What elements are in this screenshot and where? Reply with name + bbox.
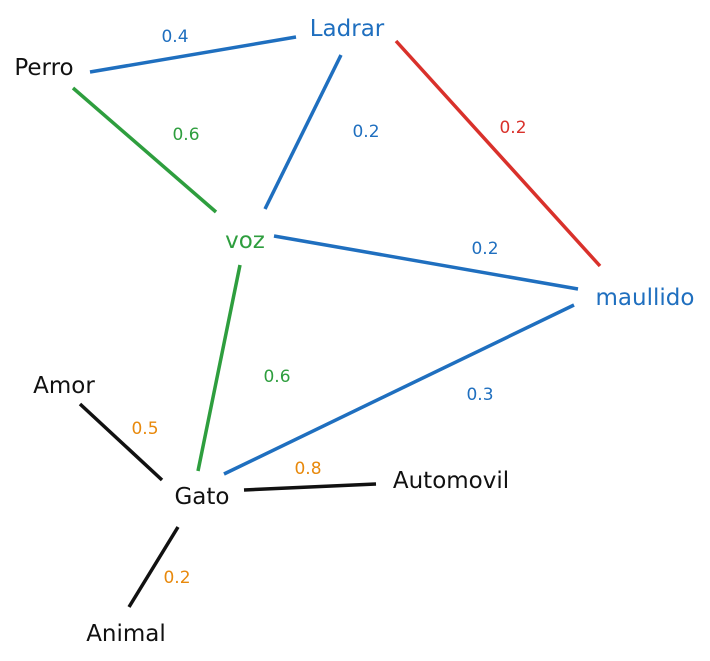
weights-layer: 0.4 0.2 0.2 0.6 0.2 0.6 0.3 0.5 0.8 0.2 [131,27,526,588]
edge-weight-perro-voz: 0.6 [172,125,199,145]
edge-perro-ladrar [89,35,297,74]
edge-weight-maullido-gato: 0.3 [466,385,493,405]
edge-weight-gato-animal: 0.2 [163,568,190,588]
edge-weight-perro-ladrar: 0.4 [161,27,188,47]
edge-gato-animal [127,526,180,608]
edge-ladrar-voz [263,54,343,210]
node-ladrar: Ladrar [310,16,385,42]
edge-perro-voz [71,86,218,214]
node-maullido: maullido [596,285,695,311]
edge-weight-ladrar-voz: 0.2 [352,122,379,142]
edge-voz-gato [196,264,242,472]
edge-weight-voz-maullido: 0.2 [471,239,498,259]
edge-weight-gato-automovil: 0.8 [294,459,321,479]
node-perro: Perro [14,55,73,81]
edge-maullido-gato [223,303,575,476]
edge-weight-voz-gato: 0.6 [263,367,290,387]
edge-ladrar-maullido [394,39,602,268]
node-amor: Amor [33,373,95,399]
node-voz: voz [225,228,265,254]
edges-layer [71,35,602,608]
node-automovil: Automovil [393,468,509,494]
node-animal: Animal [86,621,166,647]
edge-weight-amor-gato: 0.5 [131,419,158,439]
edge-gato-automovil [243,482,377,492]
edge-voz-maullido [273,234,579,291]
node-gato: Gato [174,484,229,510]
edge-weight-ladrar-maullido: 0.2 [499,118,526,138]
edge-amor-gato [78,402,164,482]
nodes-layer: Ladrar Perro voz maullido Amor Gato Automovil A… [14,16,694,647]
